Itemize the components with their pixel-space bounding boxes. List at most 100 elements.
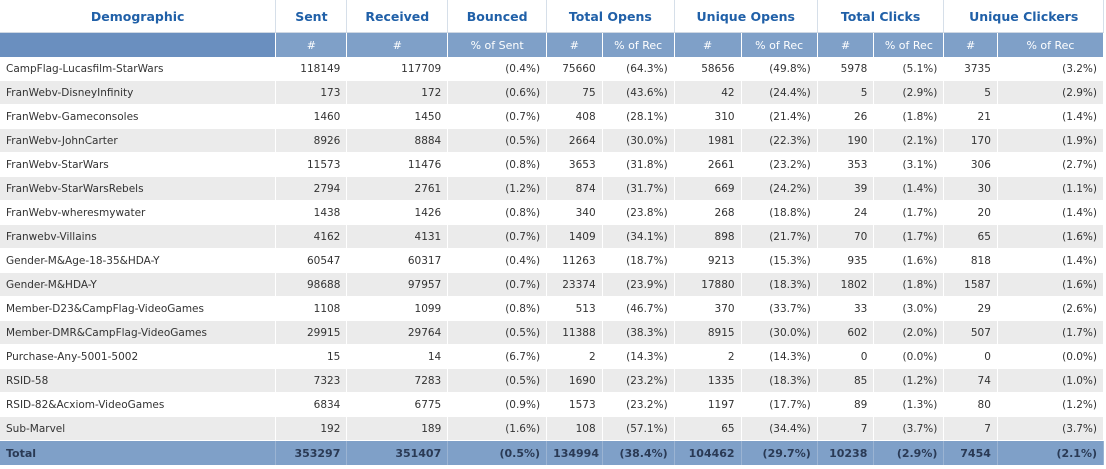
cell-demographic: RSID-82&Acxiom-VideoGames [0,392,277,417]
cell-unique-opens-pct: (30.0%) [741,320,818,345]
cell-received: 117709 [346,57,449,81]
total-sent: 353297 [275,440,348,465]
cell-total-opens-pct: (30.0%) [602,128,675,153]
cell-total-clicks-pct: (5.1%) [873,57,945,81]
cell-bounced-pct: (0.7%) [447,224,548,249]
total-label: Total [0,440,277,465]
cell-total-opens-pct: (23.2%) [602,368,675,393]
cell-total-opens-count: 75 [546,80,603,105]
cell-total-opens-pct: (28.1%) [602,104,675,129]
total-bounced-pct: (0.5%) [447,440,548,465]
table-row: Purchase-Any-5001-5002 15 14 (6.7%) 2 (14.3%)… [0,344,1105,369]
cell-bounced-pct: (0.7%) [447,104,548,129]
table-body: CampFlag-Lucasfilm-StarWars 118149 117709(… [0,57,1105,441]
cell-sent: 1460 [275,104,348,129]
table-row: FranWebv-DisneyInfinity 173 172 (0.6%) 75 (43… [0,80,1105,105]
subheader-sent-count: # [275,32,348,57]
cell-demographic: Gender-M&Age-18-35&HDA-Y [0,248,277,273]
cell-total-opens-count: 11388 [546,320,603,345]
cell-unique-opens-count: 1335 [674,368,742,393]
table-row: Gender-M&HDA-Y 98688 97957 (0.7%) 23374 (23.9… [0,272,1105,297]
cell-demographic: Gender-M&HDA-Y [0,272,277,297]
cell-total-opens-count: 408 [546,104,603,129]
cell-total-opens-count: 11263 [546,248,603,273]
cell-demographic: CampFlag-Lucasfilm-StarWars [0,57,277,81]
cell-received: 1426 [346,200,449,225]
cell-received: 189 [346,416,449,441]
header-received[interactable]: Received [346,0,449,33]
cell-total-opens-pct: (64.3%) [602,57,675,81]
cell-demographic: Member-DMR&CampFlag-VideoGames [0,320,277,345]
cell-total-clicks-pct: (1.7%) [873,200,945,225]
cell-total-clicks-pct: (1.6%) [873,248,945,273]
cell-unique-clickers-pct: (2.6%) [997,296,1105,321]
cell-demographic: Purchase-Any-5001-5002 [0,344,277,369]
subheader-bounced-pct: % of Sent [447,32,548,57]
cell-bounced-pct: (0.6%) [447,80,548,105]
header-sent[interactable]: Sent [275,0,348,33]
cell-received: 2761 [346,176,449,201]
cell-unique-clickers-pct: (1.0%) [997,368,1105,393]
cell-total-opens-pct: (31.8%) [602,152,675,177]
cell-demographic: FranWebv-JohnCarter [0,128,277,153]
subheader-unique-clickers-count: # [943,32,998,57]
header-total-clicks[interactable]: Total Clicks [817,0,945,33]
cell-unique-opens-pct: (34.4%) [741,416,818,441]
cell-unique-clickers-count: 29 [943,296,998,321]
cell-unique-opens-count: 58656 [674,57,742,81]
cell-total-clicks-count: 7 [817,416,875,441]
header-row: Demographic Sent Received Bounced Total … [0,0,1104,33]
cell-total-clicks-pct: (3.0%) [873,296,945,321]
cell-unique-opens-count: 42 [674,80,742,105]
cell-total-opens-pct: (43.6%) [602,80,675,105]
cell-bounced-pct: (0.5%) [447,368,548,393]
cell-unique-clickers-count: 507 [943,320,998,345]
cell-total-clicks-count: 5 [817,80,875,105]
cell-sent: 2794 [275,176,348,201]
header-total-opens[interactable]: Total Opens [546,0,675,33]
header-demographic[interactable]: Demographic [0,0,277,33]
cell-total-opens-count: 874 [546,176,603,201]
cell-unique-clickers-pct: (1.4%) [997,200,1105,225]
cell-sent: 173 [275,80,348,105]
cell-received: 8884 [346,128,449,153]
cell-total-clicks-count: 85 [817,368,875,393]
cell-unique-clickers-count: 0 [943,344,998,369]
table-row: FranWebv-Gameconsoles 1460 1450 (0.7%) 408 (2… [0,104,1105,129]
cell-unique-opens-pct: (18.3%) [741,272,818,297]
header-unique-opens[interactable]: Unique Opens [674,0,818,33]
cell-demographic: RSID-58 [0,368,277,393]
subheader-received-count: # [346,32,449,57]
cell-total-opens-count: 3653 [546,152,603,177]
cell-total-opens-count: 513 [546,296,603,321]
cell-total-clicks-pct: (3.7%) [873,416,945,441]
cell-bounced-pct: (1.6%) [447,416,548,441]
cell-bounced-pct: (0.4%) [447,248,548,273]
cell-demographic: Member-D23&CampFlag-VideoGames [0,296,277,321]
subheader-unique-clickers-pct: % of Rec [997,32,1105,57]
header-unique-clickers[interactable]: Unique Clickers [943,0,1104,33]
cell-unique-opens-pct: (21.4%) [741,104,818,129]
cell-unique-clickers-pct: (2.7%) [997,152,1105,177]
cell-unique-clickers-count: 170 [943,128,998,153]
cell-unique-opens-pct: (21.7%) [741,224,818,249]
header-bounced[interactable]: Bounced [447,0,548,33]
cell-received: 14 [346,344,449,369]
cell-total-opens-count: 108 [546,416,603,441]
cell-total-opens-count: 1573 [546,392,603,417]
cell-unique-clickers-count: 3735 [943,57,998,81]
cell-unique-opens-count: 898 [674,224,742,249]
cell-bounced-pct: (0.4%) [447,57,548,81]
cell-total-clicks-pct: (1.3%) [873,392,945,417]
cell-sent: 7323 [275,368,348,393]
table-row: FranWebv-wheresmywater 1438 1426 (0.8%) 340(… [0,200,1105,225]
cell-bounced-pct: (0.5%) [447,128,548,153]
cell-unique-opens-count: 310 [674,104,742,129]
cell-unique-opens-pct: (33.7%) [741,296,818,321]
cell-unique-opens-count: 669 [674,176,742,201]
cell-total-clicks-pct: (3.1%) [873,152,945,177]
cell-unique-clickers-pct: (1.9%) [997,128,1105,153]
cell-total-opens-count: 23374 [546,272,603,297]
cell-total-clicks-count: 0 [817,344,875,369]
